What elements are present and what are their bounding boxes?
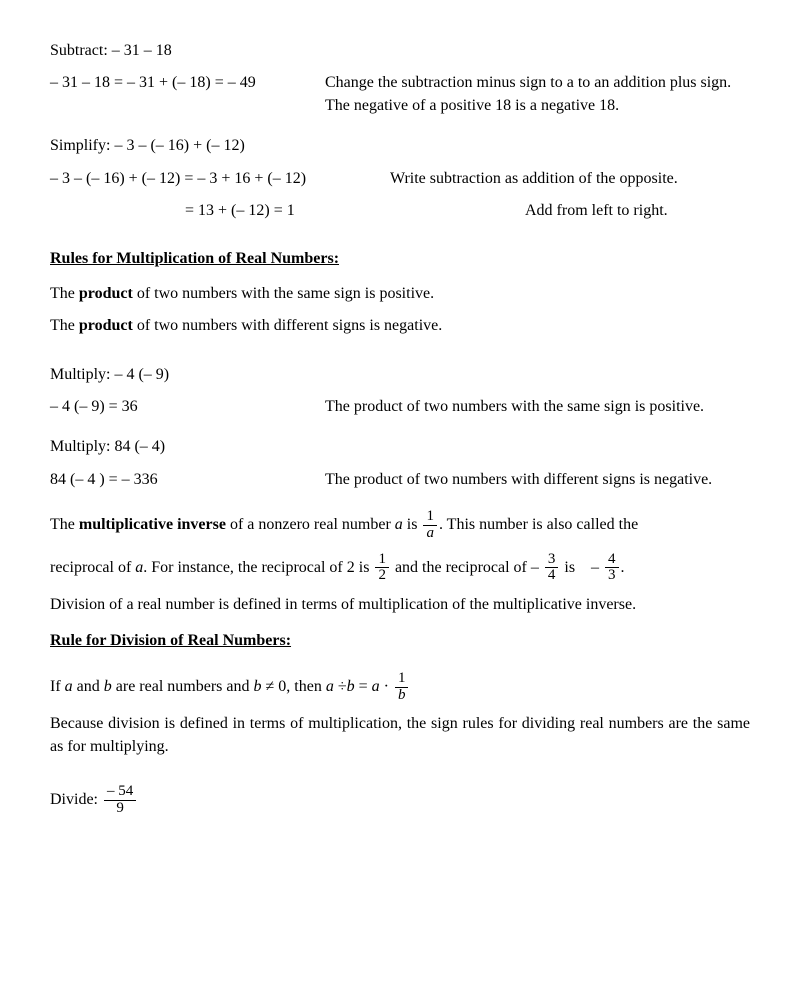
fraction-3-over-4: 34 [545,552,559,585]
div-rule: If a and b are real numbers and b ≠ 0, t… [50,671,750,704]
text: and [73,678,104,695]
numerator: 1 [423,509,437,526]
mult-ex2-eq: 84 (– 4 ) = – 336 [50,469,325,491]
text: = [355,678,372,695]
text: and the reciprocal of [391,559,531,576]
text: The [50,317,79,334]
mult-ex2-worked: 84 (– 4 ) = – 336 The product of two num… [50,469,750,491]
var-a: a [395,516,403,533]
simplify-step2-eq: = 13 + (– 12) = 1 [50,200,525,222]
text: . This number is also called the [439,516,638,533]
simplify-step1: – 3 – (– 16) + (– 12) = – 3 + 16 + (– 12… [50,168,750,190]
div-rules-title: Rule for Division of Real Numbers: [50,630,750,652]
text: of two numbers with the same sign is pos… [133,285,434,302]
subtract-equation: – 31 – 18 = – 31 + (– 18) = – 49 [50,72,325,94]
mult-ex1-txt: The product of two numbers with the same… [325,396,750,418]
fraction-1-over-b: 1b [395,671,409,704]
denominator: 4 [545,568,559,584]
text: · [380,678,393,695]
div-sign-note: Because division is defined in terms of … [50,713,750,758]
numerator: 1 [375,552,389,569]
text: are real numbers and [112,678,254,695]
text: The [50,285,79,302]
mult-inverse-def-line2: reciprocal of a. For instance, the recip… [50,552,750,585]
text: If [50,678,65,695]
text: of two numbers with different signs is n… [133,317,442,334]
numerator: 3 [545,552,559,569]
division-defined-note: Division of a real number is defined in … [50,594,750,616]
denominator: 9 [104,801,136,817]
simplify-step2: = 13 + (– 12) = 1 Add from left to right… [50,200,750,222]
product-term: product [79,285,133,302]
mult-inverse-term: multiplicative inverse [79,516,226,533]
text: Divide: [50,791,102,808]
mult-ex1-worked: – 4 (– 9) = 36 The product of two number… [50,396,750,418]
text: . For instance, the reciprocal of 2 is [143,559,373,576]
fraction-1-over-2: 12 [375,552,389,585]
numerator: 1 [395,671,409,688]
mult-ex1-eq: – 4 (– 9) = 36 [50,396,325,418]
mult-ex1-prompt: Multiply: – 4 (– 9) [50,364,750,386]
var-b: b [104,678,112,695]
denominator: b [395,688,409,704]
text: reciprocal of [50,559,135,576]
product-term: product [79,317,133,334]
divide-prompt: Divide: – 549 [50,784,750,817]
simplify-step1-eq: – 3 – (– 16) + (– 12) = – 3 + 16 + (– 12… [50,168,390,190]
var-a: a [65,678,73,695]
mult-rules-title: Rules for Multiplication of Real Numbers… [50,248,750,270]
simplify-step2-txt: Add from left to right. [525,200,750,222]
denominator: a [423,526,437,542]
neg-sign: – [531,559,543,576]
text: The [50,516,79,533]
subtract-worked: – 31 – 18 = – 31 + (– 18) = – 49 Change … [50,72,750,117]
denominator: 2 [375,568,389,584]
text: is [403,516,422,533]
var-b: b [347,678,355,695]
mult-ex2-txt: The product of two numbers with differen… [325,469,750,491]
mult-ex2-prompt: Multiply: 84 (– 4) [50,436,750,458]
mult-inverse-def-line1: The multiplicative inverse of a nonzero … [50,509,750,542]
mult-rule-1: The product of two numbers with the same… [50,283,750,305]
fraction-4-over-3: 43 [605,552,619,585]
denominator: 3 [605,568,619,584]
numerator: – 54 [104,784,136,801]
fraction-neg54-over-9: – 549 [104,784,136,817]
var-a: a [326,678,334,695]
text: . [621,559,625,576]
subtract-prompt: Subtract: – 31 – 18 [50,40,750,62]
neg-sign: – [591,559,603,576]
mult-rule-2: The product of two numbers with differen… [50,315,750,337]
text: of a nonzero real number [226,516,395,533]
var-a: a [372,678,380,695]
simplify-prompt: Simplify: – 3 – (– 16) + (– 12) [50,135,750,157]
text: ≠ 0, then [261,678,325,695]
text: is [560,559,591,576]
simplify-step1-txt: Write subtraction as addition of the opp… [390,168,750,190]
subtract-explanation: Change the subtraction minus sign to a t… [325,72,750,117]
text: ÷ [334,678,347,695]
numerator: 4 [605,552,619,569]
fraction-1-over-a: 1a [423,509,437,542]
